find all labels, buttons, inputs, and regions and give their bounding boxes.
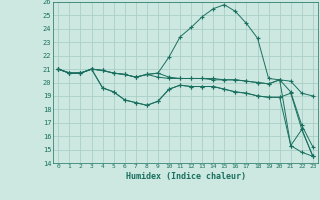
X-axis label: Humidex (Indice chaleur): Humidex (Indice chaleur) xyxy=(125,172,246,181)
